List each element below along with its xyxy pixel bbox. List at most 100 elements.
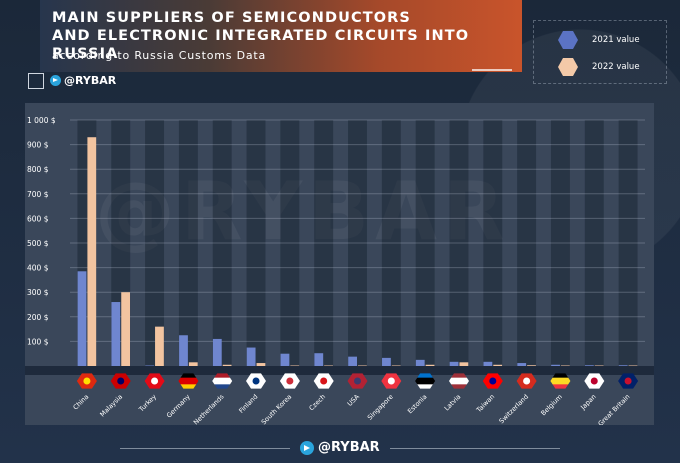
legend-swatch-2022 (558, 58, 578, 76)
bar-2022-taiwan (493, 364, 503, 366)
y-tick-label: 1 000 $ (27, 116, 56, 125)
bar-2022-japan (594, 365, 604, 367)
south-korea-flag-icon (279, 373, 300, 389)
y-tick-label: 900 $ (27, 141, 49, 150)
bar-2021-taiwan (483, 361, 493, 366)
bar-2022-finland (256, 363, 266, 366)
column-stripe (348, 120, 367, 366)
bar-2022-usa (358, 365, 367, 367)
x-tick-label: Malaysia (98, 393, 124, 419)
belgium-flag-icon (550, 373, 571, 389)
bar-2021-switzerland (517, 363, 527, 366)
bar-2021-singapore (382, 357, 391, 366)
finland-flag-icon (246, 373, 266, 389)
column-stripe (246, 120, 266, 366)
x-tick-label: Germany (165, 393, 192, 420)
switzerland-flag-icon (516, 373, 537, 389)
x-tick-label: Japan (578, 393, 597, 412)
x-tick-label: Estonia (406, 393, 429, 416)
column-stripe (618, 120, 638, 366)
column-stripe (280, 120, 300, 366)
singapore-flag-icon (381, 373, 402, 389)
column-stripe (178, 120, 198, 366)
column-stripe (145, 120, 165, 366)
bar-2021-netherlands (212, 338, 222, 366)
x-tick-label: Latvia (443, 393, 463, 413)
bar-2022-malaysia (121, 292, 131, 366)
footer: @RYBAR (0, 430, 680, 463)
header-banner (40, 0, 522, 72)
y-tick-label: 800 $ (27, 165, 49, 174)
latvia-flag-icon (449, 373, 469, 389)
czech-flag-icon (313, 373, 334, 389)
y-tick-label: 700 $ (27, 190, 49, 199)
legend-item-2021: 2021 value (558, 31, 640, 49)
japan-flag-icon (584, 373, 605, 389)
page-title: MAIN SUPPLIERS OF SEMICONDUCTORS AND ELE… (52, 10, 470, 62)
bar-2022-germany (188, 362, 198, 366)
bar-2021-usa (348, 356, 357, 366)
bar-chart: 100 $ 200 $ 300 $ 400 $ 500 $ 600 $ 700 $ 800 $… (25, 116, 654, 425)
x-tick-label: USA (346, 392, 362, 408)
x-tick-label: South Korea (260, 393, 294, 425)
bar-2022-estonia (425, 364, 435, 366)
bar-2021-china (77, 271, 87, 366)
usa-flag-icon (347, 373, 368, 389)
bar-2021-finland (246, 347, 256, 366)
telegram-icon (50, 75, 61, 86)
x-tick-label: Taiwan (474, 393, 496, 415)
telegram-icon (300, 440, 314, 455)
bar-2022-latvia (459, 362, 469, 366)
bar-2022-great-britain (628, 365, 638, 367)
column-stripe (314, 120, 334, 366)
brand-square (28, 73, 44, 89)
footer-divider-left (120, 448, 290, 449)
legend-label-2021: 2021 value (592, 35, 640, 45)
x-tick-label: Czech (308, 393, 328, 413)
bar-2022-south-korea (290, 365, 300, 367)
bar-2021-estonia (415, 359, 425, 366)
legend: 2021 value 2022 value (533, 20, 667, 84)
x-axis-band (25, 366, 654, 375)
brand-top[interactable]: @RYBAR (50, 74, 116, 87)
bar-2021-belgium (551, 364, 560, 366)
x-tick-label: Turkey (137, 393, 158, 414)
x-tick-label: Switzerland (498, 393, 530, 425)
x-tick-label: Singapore (366, 393, 395, 422)
brand-bottom-label: @RYBAR (318, 440, 380, 455)
bar-2021-czech (314, 353, 324, 366)
bar-2021-malaysia (111, 302, 121, 366)
x-tick-label: China (72, 393, 91, 412)
column-stripe (449, 120, 469, 366)
taiwan-flag-icon (482, 373, 503, 389)
x-tick-label: Belgium (539, 393, 564, 418)
x-tick-label: Finland (237, 393, 259, 415)
netherlands-flag-icon (212, 373, 233, 389)
page-subtitle: according to Russia Customs Data (52, 49, 267, 62)
y-tick-label: 600 $ (27, 214, 49, 223)
x-tick-label: Great Britain (596, 393, 631, 425)
column-stripe (212, 120, 232, 366)
malaysia-flag-icon (110, 373, 131, 389)
y-tick-label: 100 $ (27, 337, 49, 346)
y-tick-label: 500 $ (27, 239, 49, 248)
bar-2021-latvia (449, 361, 459, 366)
bar-2022-netherlands (222, 364, 232, 366)
bar-2021-great-britain (618, 365, 628, 366)
bar-2022-singapore (391, 365, 401, 367)
bar-2022-czech (324, 365, 333, 367)
watermark: @RYBAR (95, 165, 511, 258)
bar-2022-belgium (560, 365, 570, 367)
bar-2022-turkey (155, 326, 164, 366)
legend-item-2022: 2022 value (558, 58, 640, 76)
great-britain-flag-icon (618, 373, 639, 389)
column-stripe (517, 120, 537, 366)
bar-2021-south-korea (280, 353, 290, 366)
y-tick-label: 400 $ (27, 264, 49, 273)
column-stripe (483, 120, 503, 366)
germany-flag-icon (178, 373, 199, 389)
brand-bottom[interactable]: @RYBAR (300, 440, 380, 455)
y-tick-label: 300 $ (27, 288, 49, 297)
bar-2021-japan (584, 365, 594, 366)
bar-2021-turkey (145, 365, 155, 367)
